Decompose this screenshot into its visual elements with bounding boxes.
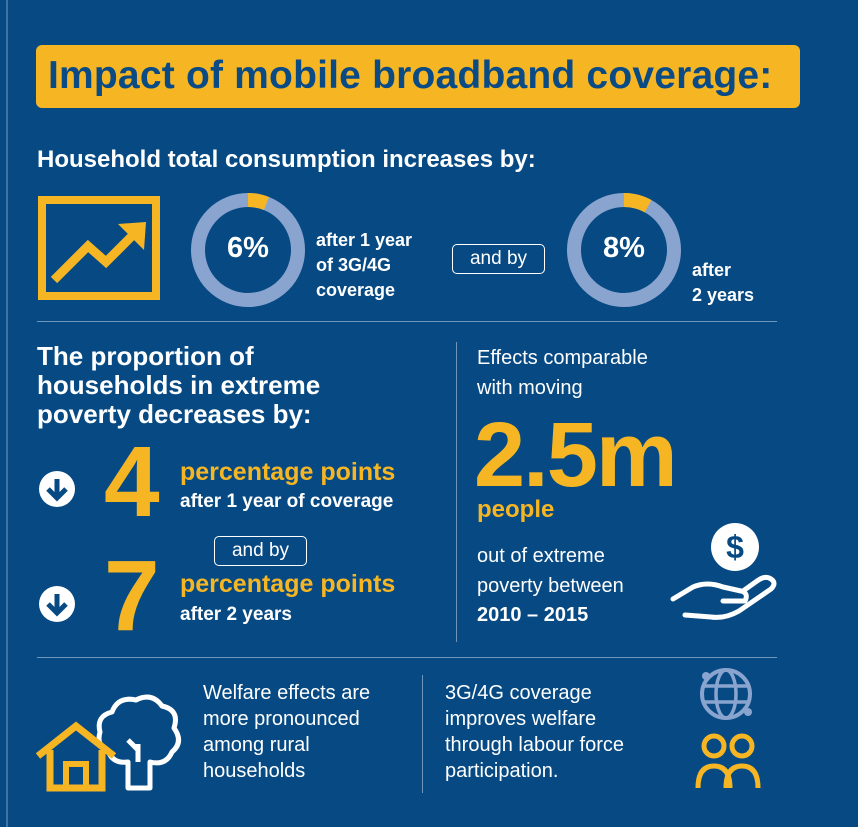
house-tree-icon <box>35 694 181 792</box>
house-icon <box>35 721 117 792</box>
ring1-caption-line: coverage <box>316 280 396 300</box>
ring2-caption-line: after <box>692 260 732 280</box>
people-icon <box>695 733 761 789</box>
rural-text-line: more pronounced <box>203 708 360 730</box>
effects-years: 2010 – 2015 <box>477 604 589 626</box>
title-banner: Impact of mobile broadband coverage: <box>36 45 800 108</box>
consumption-heading: Household total consumption increases by… <box>37 146 536 173</box>
section-divider <box>37 657 777 658</box>
labour-text-line: participation. <box>445 760 559 782</box>
ring2-caption-line: 2 years <box>692 285 755 305</box>
svg-text:$: $ <box>726 529 744 565</box>
tree-icon <box>96 694 181 791</box>
globe-icon <box>700 668 752 720</box>
effects-outro: out of extreme poverty between <box>477 541 624 601</box>
poverty-item2-line1: percentage points <box>180 570 396 598</box>
effects-outro-line: out of extreme <box>477 545 605 567</box>
labour-text-line: through labour force <box>445 734 625 756</box>
and-by-connector-2: and by <box>214 536 307 566</box>
hand-coin-icon: $ <box>670 523 777 620</box>
poverty-heading-line: The proportion of <box>37 341 254 371</box>
and-by-connector-1: and by <box>452 244 545 274</box>
poverty-heading-line: households in extreme <box>37 370 321 400</box>
poverty-item2-line2: after 2 years <box>180 604 292 625</box>
arrow-down-circle-icon <box>39 471 75 507</box>
poverty-item1-line2: after 1 year of coverage <box>180 491 394 512</box>
effects-big-number: 2.5m <box>474 404 678 506</box>
ring2-caption: after 2 years <box>692 258 754 308</box>
effects-people: people <box>477 496 555 523</box>
rural-text-line: Welfare effects are <box>203 682 371 704</box>
vertical-divider <box>422 675 423 793</box>
effects-intro: Effects comparable with moving <box>477 343 648 403</box>
labour-text-line: improves welfare <box>445 708 597 730</box>
rural-text: Welfare effects are more pronounced amon… <box>203 680 370 784</box>
effects-intro-line: Effects comparable <box>477 347 648 369</box>
poverty-heading-line: poverty decreases by: <box>37 399 312 429</box>
effects-outro-line: poverty between <box>477 575 624 597</box>
trend-chart-icon <box>38 196 160 300</box>
left-border-rule <box>6 0 8 827</box>
poverty-item1-number: 4 <box>104 426 160 538</box>
ring1-caption-line: after 1 year <box>316 230 413 250</box>
ring-chart-1 <box>191 193 305 307</box>
ring2-value: 8% <box>603 232 645 264</box>
poverty-item2-number: 7 <box>104 540 160 652</box>
section-divider <box>37 321 777 322</box>
poverty-item1-line1: percentage points <box>180 458 396 486</box>
labour-text-line: 3G/4G coverage <box>445 682 592 704</box>
effects-intro-line: with moving <box>477 377 583 399</box>
rural-text-line: among rural <box>203 734 310 756</box>
ring1-caption-line: of 3G/4G <box>316 255 392 275</box>
arrow-down-circle-icon <box>39 586 75 622</box>
ring-chart-2 <box>567 193 681 307</box>
ring1-value: 6% <box>227 232 269 264</box>
labour-text: 3G/4G coverage improves welfare through … <box>445 680 624 784</box>
poverty-heading: The proportion of households in extreme … <box>37 342 320 429</box>
page-title: Impact of mobile broadband coverage: <box>48 54 773 97</box>
ring1-caption: after 1 year of 3G/4G coverage <box>316 228 412 303</box>
vertical-divider <box>456 342 457 642</box>
rural-text-line: households <box>203 760 306 782</box>
